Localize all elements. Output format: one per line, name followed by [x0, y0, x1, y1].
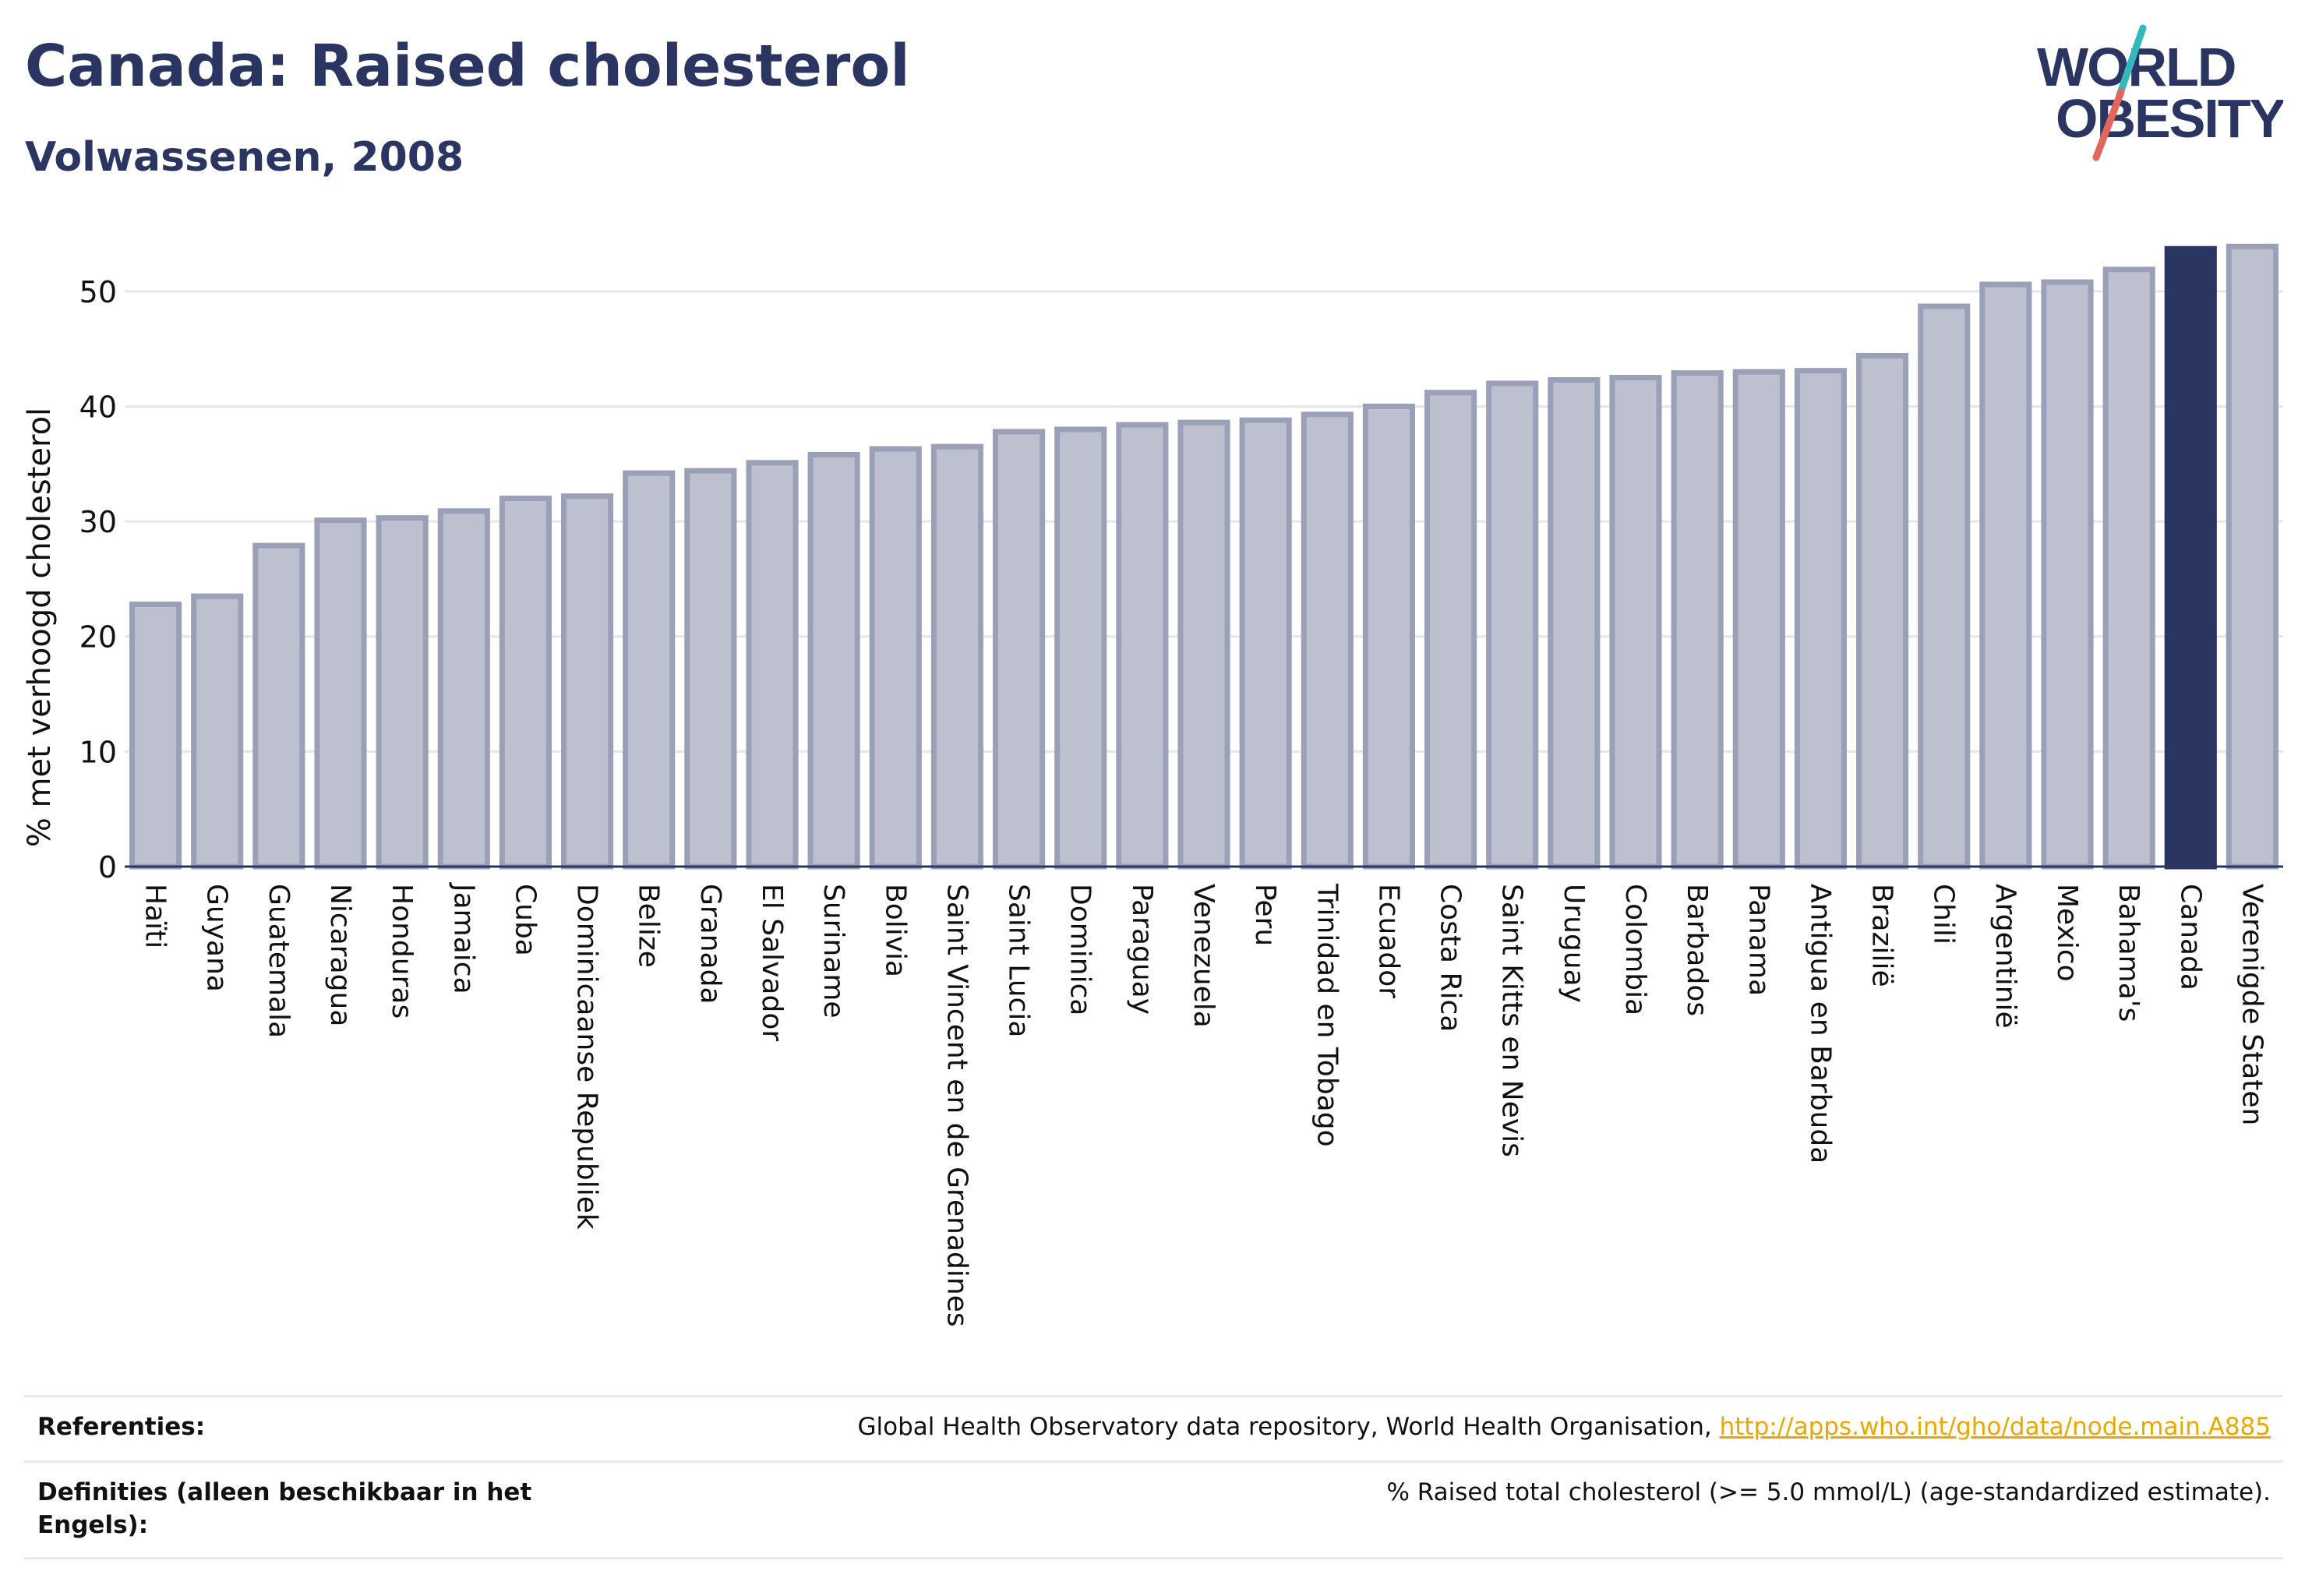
y-tick-label: 0	[98, 850, 117, 885]
bar	[1979, 281, 2032, 870]
references-text: Global Health Observatory data repositor…	[857, 1413, 1720, 1441]
x-tick-label: Nicaragua	[324, 884, 356, 1026]
x-tick-label: Venezuela	[1188, 884, 1220, 1028]
x-tick-label: El Salvador	[756, 884, 788, 1041]
bar	[930, 443, 984, 870]
bar	[191, 593, 244, 870]
x-tick-label: Brazilië	[1866, 884, 1898, 987]
x-tick-label: Cuba	[509, 884, 541, 956]
bar	[2226, 243, 2279, 870]
footer-divider-middle	[23, 1460, 2283, 1463]
footer-definitions-row: Definities (alleen beschikbaar in het En…	[23, 1460, 2283, 1557]
bar	[1486, 380, 1539, 870]
chart-subtitle: Volwassenen, 2008	[25, 134, 464, 181]
x-tick-label: Guatemala	[263, 884, 295, 1038]
x-tick-label: Argentinië	[1989, 884, 2021, 1029]
definitions-value: % Raised total cholesterol (>= 5.0 mmol/…	[1386, 1478, 2271, 1506]
x-tick-label: Bahama's	[2113, 884, 2144, 1022]
bar	[1362, 403, 1416, 870]
x-tick-label: Dominicaanse Republiek	[571, 884, 603, 1230]
x-tick-label: Canada	[2174, 884, 2206, 990]
bar	[1794, 368, 1848, 870]
references-value: Global Health Observatory data repositor…	[858, 1411, 2271, 1443]
logo-slash-teal	[2116, 24, 2147, 99]
x-tick-label: Saint Vincent en de Grenadines	[941, 884, 972, 1327]
x-tick-label: Trinidad en Tobago	[1311, 883, 1343, 1147]
bar	[2102, 267, 2155, 870]
footer-references-row: Referenties: Global Health Observatory d…	[23, 1395, 2283, 1460]
bar	[1424, 390, 1477, 870]
bar	[1239, 417, 1292, 870]
x-tick-label: Saint Kitts en Nevis	[1496, 884, 1528, 1157]
x-tick-label: Granada	[694, 884, 726, 1005]
bar	[623, 470, 676, 870]
x-tick-label: Saint Lucia	[1003, 884, 1035, 1037]
x-tick-label: Jamaica	[447, 882, 479, 994]
references-link[interactable]: http://apps.who.int/gho/data/node.main.A…	[1719, 1413, 2271, 1441]
bar	[1855, 352, 1909, 870]
bar	[869, 446, 922, 870]
y-axis-label: % met verhoogd cholesterol	[22, 408, 58, 847]
bar	[499, 496, 552, 870]
world-obesity-logo: WORLD OBESITY	[2037, 24, 2283, 161]
bar	[1116, 422, 1169, 870]
bar	[746, 460, 799, 870]
bar	[1671, 370, 1724, 870]
x-tick-label: Honduras	[386, 884, 418, 1019]
x-tick-label: Peru	[1249, 884, 1281, 946]
bar	[1918, 303, 1971, 870]
bar	[1609, 375, 1662, 870]
bar	[252, 542, 305, 870]
bar	[1177, 419, 1230, 870]
x-tick-label: Verenigde Staten	[2236, 884, 2268, 1125]
x-tick-label: Belize	[633, 884, 665, 968]
bar	[684, 468, 737, 870]
bar	[1054, 426, 1107, 870]
y-tick-label: 10	[79, 735, 117, 769]
bar	[992, 429, 1046, 870]
x-tick-label: Colombia	[1619, 884, 1651, 1015]
x-tick-label: Guyana	[201, 884, 233, 992]
bar	[437, 508, 490, 870]
x-tick-label: Costa Rica	[1435, 884, 1467, 1032]
y-tick-label: 50	[79, 275, 117, 309]
x-tick-label: Dominica	[1064, 884, 1096, 1016]
y-tick-label: 20	[79, 620, 117, 655]
x-tick-label: Barbados	[1681, 884, 1713, 1016]
footer-divider-bottom	[23, 1557, 2283, 1559]
bar	[1732, 369, 1785, 870]
references-label: Referenties:	[37, 1413, 206, 1441]
x-tick-label: Panama	[1742, 884, 1774, 996]
y-tick-label: 30	[79, 505, 117, 539]
x-tick-label: Haïti	[139, 884, 171, 948]
bar-highlighted	[2164, 245, 2217, 870]
x-tick-label: Bolivia	[879, 884, 911, 977]
logo-line-2: OBESITY	[2056, 88, 2283, 149]
x-tick-label: Mexico	[2051, 884, 2083, 982]
bar	[376, 515, 429, 870]
x-tick-label: Uruguay	[1558, 884, 1590, 1003]
x-tick-label: Chili	[1928, 884, 1960, 945]
bar	[314, 517, 367, 870]
x-tick-label: Paraguay	[1126, 884, 1158, 1015]
bar-chart: 0 10 20 30 40 50 Haïti Guyana Guatemala Nicaragu…	[22, 243, 2283, 1327]
bar	[1301, 411, 1354, 870]
logo-slash-red	[2092, 88, 2125, 161]
x-tick-label: Antigua en Barbuda	[1804, 884, 1836, 1163]
footer-divider-top	[23, 1395, 2283, 1397]
chart-title: Canada: Raised cholesterol	[25, 33, 910, 100]
definitions-label: Definities (alleen beschikbaar in het En…	[37, 1478, 532, 1539]
bars	[129, 243, 2279, 870]
bar	[1548, 376, 1601, 870]
y-axis-ticks: 0 10 20 30 40 50	[79, 275, 117, 885]
y-tick-label: 40	[79, 390, 117, 424]
x-axis-ticks: Haïti Guyana Guatemala Nicaragua Honduras Jam…	[139, 882, 2268, 1327]
x-tick-label: Suriname	[817, 884, 849, 1019]
bar	[129, 601, 182, 870]
x-tick-label: Ecuador	[1372, 884, 1404, 998]
bar	[2041, 279, 2094, 870]
bar	[560, 493, 614, 870]
bar	[807, 451, 860, 870]
